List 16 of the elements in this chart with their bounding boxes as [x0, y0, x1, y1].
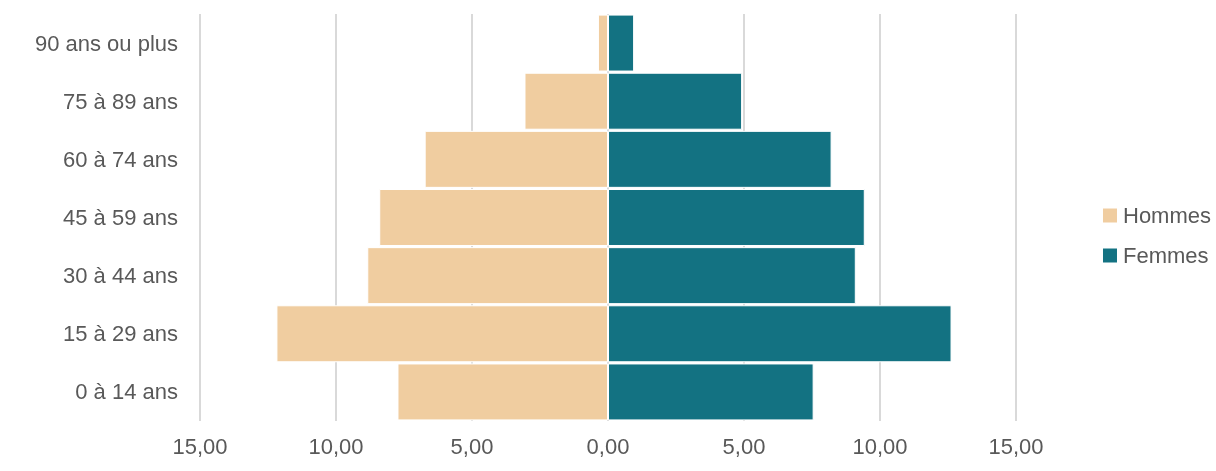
x-tick-label: 5,00 — [450, 433, 494, 459]
y-tick-label: 30 à 44 ans — [63, 263, 178, 289]
x-tick-label: 15,00 — [988, 433, 1044, 459]
y-tick-label: 0 à 14 ans — [75, 379, 178, 405]
y-tick-label: 90 ans ou plus — [34, 30, 178, 56]
x-tick-label: 0,00 — [586, 433, 630, 459]
y-tick-label: 60 à 74 ans — [63, 146, 178, 172]
legend-label: Femmes — [1122, 243, 1209, 268]
x-tick-label: 15,00 — [172, 433, 228, 459]
y-tick-label: 75 à 89 ans — [63, 88, 178, 114]
x-tick-label: 10,00 — [308, 433, 364, 459]
y-tick-label: 45 à 59 ans — [63, 205, 178, 230]
y-tick-label: 15 à 29 ans — [63, 321, 178, 347]
legend-label: Hommes — [1122, 203, 1211, 228]
x-tick-label: 10,00 — [852, 433, 908, 459]
x-tick-label: 5,00 — [722, 433, 766, 459]
